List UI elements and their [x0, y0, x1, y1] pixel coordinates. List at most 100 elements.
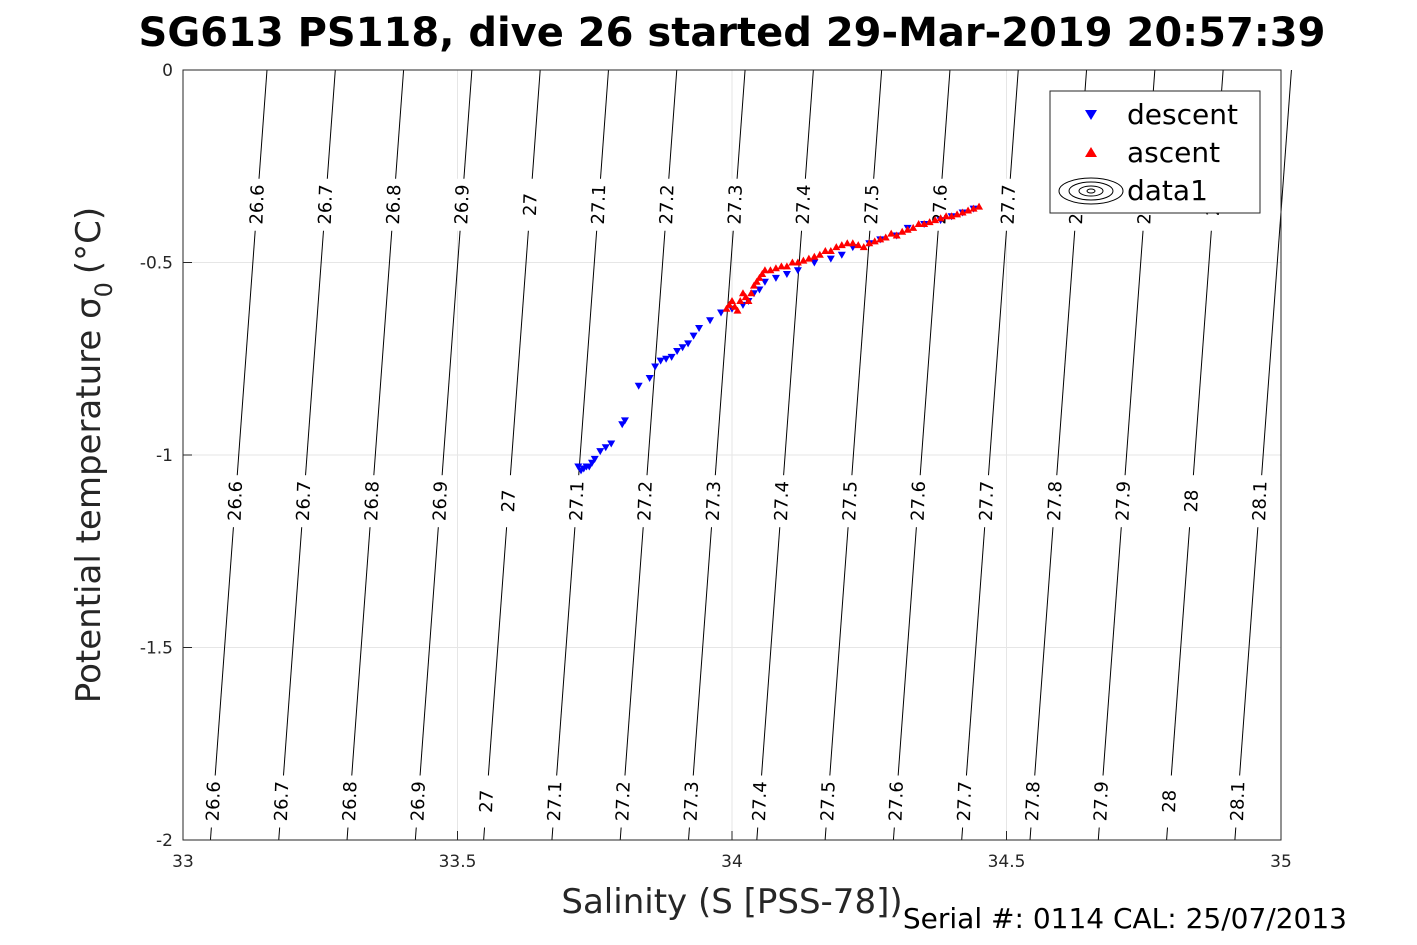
ascent-point [744, 297, 753, 304]
ascent-point [815, 250, 824, 258]
contour-label-mask [313, 178, 338, 231]
ascent-point [914, 220, 923, 227]
descent-point [826, 255, 835, 263]
ascent-point [760, 266, 769, 274]
contour-label: 26.9 [430, 481, 452, 522]
contour-label-mask [884, 775, 909, 828]
ascent-point [865, 239, 874, 247]
contour-label: 26.8 [383, 184, 405, 225]
ascent-point [758, 270, 767, 278]
contour-label-mask [679, 775, 704, 828]
ascent-point [947, 212, 956, 220]
ascent-point [793, 258, 802, 266]
contour-label-mask [654, 178, 679, 231]
contour-label-mask [449, 178, 474, 231]
contour-label: 26.9 [407, 781, 429, 822]
contour-label-mask [611, 775, 636, 828]
ascent-point [728, 297, 736, 304]
contour-label: 27 [520, 193, 542, 217]
contour-label-mask [859, 178, 884, 231]
contour-label: 26.7 [293, 481, 315, 522]
ascent-point [892, 231, 901, 239]
descent-point [706, 317, 715, 325]
contour-label: 27.3 [724, 184, 746, 225]
contour-label: 26.8 [361, 481, 383, 522]
ascent-point [920, 220, 929, 227]
legend-contour-icon [1058, 177, 1124, 205]
descent-point [590, 455, 599, 463]
ascent-point [736, 297, 745, 304]
ascent-point [837, 241, 846, 249]
contour-label: 27.1 [544, 781, 566, 822]
ascent-point [859, 243, 868, 251]
legend-data1-label: data1 [1127, 174, 1208, 207]
contour-label-mask [269, 775, 294, 828]
ascent-point [821, 246, 830, 254]
contour-label: 27 [476, 789, 498, 813]
contour-label-mask [1157, 775, 1182, 828]
ascent-point [942, 212, 951, 220]
contour-label: 27.1 [566, 481, 588, 522]
y-axis-label-main: Potential temperature σ [69, 297, 109, 703]
contour-label-mask [337, 775, 362, 828]
contour-label: 27.3 [681, 781, 703, 822]
descent-point [667, 353, 676, 361]
x-tick-label: 33 [172, 852, 194, 872]
contour-label: 27.2 [612, 781, 634, 822]
x-tick-label: 34 [721, 852, 743, 872]
contour-label-mask [1179, 475, 1204, 528]
legend-descent-label: descent [1127, 98, 1238, 131]
descent-point [634, 382, 643, 390]
ascent-point [843, 239, 852, 247]
descent-point [782, 271, 791, 279]
x-tick-label: 33.5 [439, 852, 477, 872]
contour-label: 26.7 [315, 184, 337, 225]
descent-point [574, 463, 583, 471]
descent-point [651, 363, 660, 371]
ascent-series [722, 202, 984, 314]
contour-label-mask [815, 775, 840, 828]
contour-label: 28 [1159, 789, 1181, 813]
contour-label-mask [747, 775, 772, 828]
contour-label-mask [974, 475, 999, 528]
y-tick-label: -2 [156, 831, 173, 851]
contour-label: 27.8 [1044, 481, 1066, 522]
contour-label-mask [291, 475, 316, 528]
contour-label: 26.9 [451, 184, 473, 225]
contour-label-mask [837, 475, 862, 528]
y-axis-label: Potential temperature σ0 (°C) [69, 207, 118, 703]
contour-label: 27.4 [749, 781, 771, 822]
contour-label: 27.5 [861, 184, 883, 225]
descent-point [645, 375, 654, 382]
descent-point [684, 340, 693, 348]
density-contour-line [1234, 69, 1292, 841]
contour-label-mask [586, 178, 611, 231]
contour-label: 27.9 [1090, 781, 1112, 822]
x-tick-label: 35 [1270, 852, 1292, 872]
contour-label-mask [496, 475, 521, 528]
contour-label-mask [201, 775, 226, 828]
y-axis-label-subscript: 0 [90, 282, 118, 297]
descent-point [695, 324, 704, 332]
ascent-point [799, 256, 808, 264]
ascent-point [936, 214, 945, 222]
contour-label-mask [1089, 775, 1114, 828]
descent-point [771, 274, 780, 282]
ascent-point [725, 300, 734, 308]
ascent-point [881, 233, 890, 241]
ascent-point [755, 273, 764, 281]
contour-label-mask [996, 178, 1021, 231]
contour-label: 27.5 [839, 481, 861, 522]
contour-label: 26.8 [339, 781, 361, 822]
ascent-point [903, 225, 912, 233]
contour-label-mask [791, 178, 816, 231]
ascent-point [854, 241, 863, 249]
contour-label-mask [769, 475, 794, 528]
x-tick-label: 34.5 [988, 852, 1026, 872]
ascent-point [777, 262, 786, 270]
ascent-point [887, 229, 896, 237]
contour-label-mask [1247, 475, 1272, 528]
contour-label: 27.1 [588, 184, 610, 225]
ascent-point [876, 235, 885, 243]
